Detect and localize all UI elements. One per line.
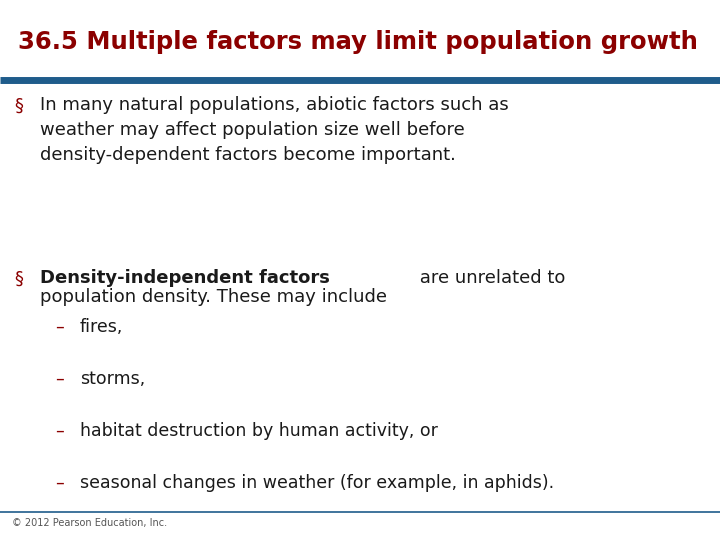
Text: storms,: storms, (80, 370, 145, 388)
Text: –: – (55, 318, 64, 336)
Text: §: § (14, 97, 23, 115)
Text: 36.5 Multiple factors may limit population growth: 36.5 Multiple factors may limit populati… (18, 30, 698, 54)
Text: habitat destruction by human activity, or: habitat destruction by human activity, o… (80, 422, 438, 440)
Text: © 2012 Pearson Education, Inc.: © 2012 Pearson Education, Inc. (12, 518, 167, 528)
Text: –: – (55, 370, 64, 388)
Text: population density. These may include: population density. These may include (40, 288, 387, 306)
Text: –: – (55, 422, 64, 440)
Text: fires,: fires, (80, 318, 123, 336)
Text: –: – (55, 474, 64, 492)
Text: §: § (14, 270, 23, 288)
Text: seasonal changes in weather (for example, in aphids).: seasonal changes in weather (for example… (80, 474, 554, 492)
Text: Density-independent factors: Density-independent factors (40, 269, 330, 287)
Text: are unrelated to: are unrelated to (414, 269, 565, 287)
Text: In many natural populations, abiotic factors such as
weather may affect populati: In many natural populations, abiotic fac… (40, 96, 509, 164)
